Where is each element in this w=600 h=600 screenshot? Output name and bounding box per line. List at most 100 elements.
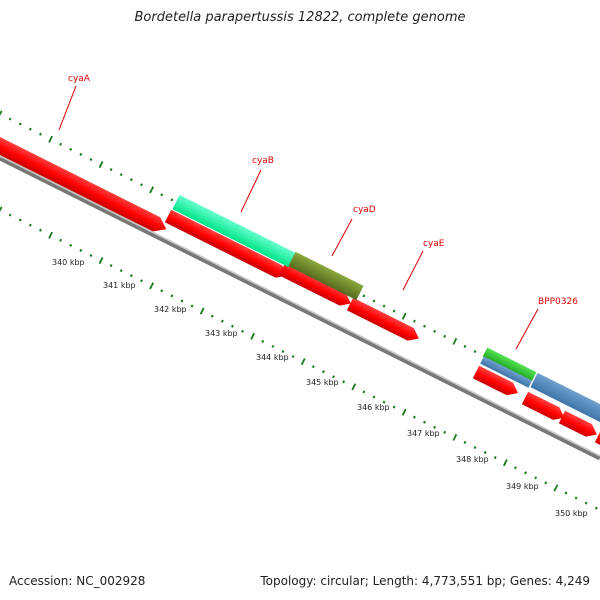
scale-tick (140, 279, 143, 283)
scale-tick (231, 324, 234, 328)
scale-tick (564, 491, 568, 495)
scale-tick (342, 380, 346, 384)
cds-arrow[interactable] (472, 365, 521, 400)
gene-bar-bpp0326[interactable] (482, 347, 537, 382)
scale-tick (553, 484, 559, 492)
scale-tick (149, 282, 154, 290)
scale-tick (241, 329, 244, 333)
scale-tick (18, 122, 22, 126)
svg-text:cyaE: cyaE (423, 239, 445, 249)
kbp-label: 349 kbp (506, 482, 539, 491)
scale-tick (443, 430, 447, 434)
gene-label-cyaa[interactable]: cyaA (58, 74, 91, 131)
genome-backbone (0, 155, 600, 461)
scale-tick (534, 476, 538, 480)
scale-tick (433, 425, 437, 429)
kbp-label: 350 kbp (555, 509, 588, 518)
scale-tick (332, 375, 335, 379)
scale-tick (170, 198, 174, 202)
scale-tick (170, 294, 174, 298)
scale-tick (594, 506, 598, 510)
gene-labels: cyaA cyaB cyaD cyaE BPP0326 (58, 74, 578, 350)
accession-text: Accession: NC_002928 (9, 574, 146, 588)
scale-tick (382, 400, 386, 404)
scale-tick (0, 110, 3, 116)
scale-tick (544, 481, 548, 485)
scale-tick (433, 329, 437, 333)
kbp-label: 346 kbp (357, 403, 390, 412)
svg-text:cyaD: cyaD (353, 205, 376, 215)
scale-tick (109, 168, 113, 172)
scale-tick (300, 358, 306, 366)
scale-tick (412, 319, 416, 323)
scale-tick (129, 178, 133, 182)
scale-tick (160, 289, 164, 293)
kbp-label: 340 kbp (52, 258, 85, 267)
scale-tick (89, 253, 93, 258)
inner-tick-track (0, 206, 598, 510)
scale-tick (401, 408, 407, 416)
scale-tick (401, 312, 407, 320)
scale-tick (392, 309, 396, 313)
scale-tick (524, 471, 527, 475)
scale-tick (443, 334, 447, 338)
gene-bar-cyad[interactable] (288, 251, 364, 301)
scale-tick (250, 332, 256, 340)
scale-tick (199, 307, 205, 315)
cds-arrow[interactable] (164, 209, 290, 282)
kbp-label: 343 kbp (205, 329, 238, 338)
cds-arrow[interactable] (0, 129, 170, 236)
cds-track (0, 129, 600, 456)
scale-tick (160, 193, 164, 197)
scale-tick (392, 405, 396, 409)
scale-tick (502, 459, 508, 467)
scale-tick (48, 135, 53, 143)
cds-arrow[interactable] (558, 410, 600, 441)
cds-arrow[interactable] (278, 262, 354, 310)
kbp-scale-labels: 340 kbp 341 kbp 342 kbp 343 kbp 344 kbp … (52, 258, 588, 518)
scale-tick (119, 269, 123, 273)
gene-label-cyad[interactable]: cyaD (331, 205, 376, 257)
scale-tick (39, 132, 42, 136)
scale-tick (79, 248, 83, 252)
scale-tick (271, 344, 275, 348)
gene-bar-blue[interactable] (480, 356, 533, 388)
scale-tick (129, 274, 133, 278)
scale-tick (28, 127, 32, 131)
scale-tick (362, 390, 366, 394)
gene-label-cyae[interactable]: cyaE (402, 239, 445, 291)
scale-tick (423, 420, 426, 424)
scale-tick (8, 213, 12, 217)
scale-tick (372, 395, 376, 399)
scale-tick (220, 319, 224, 323)
scale-tick (362, 294, 366, 298)
kbp-label: 347 kbp (407, 429, 440, 438)
scale-tick (351, 383, 357, 391)
scale-tick (322, 370, 325, 374)
scale-tick (48, 231, 53, 239)
scale-tick (483, 451, 487, 455)
cds-arrow[interactable] (521, 391, 568, 424)
scale-tick (69, 147, 73, 151)
gene-bar-cyab[interactable] (172, 194, 296, 268)
kbp-label: 341 kbp (103, 281, 136, 290)
map-title: Bordetella parapertussis 12822, complete… (134, 10, 466, 25)
kbp-label: 344 kbp (256, 353, 289, 362)
scale-tick (584, 501, 588, 505)
scale-tick (574, 496, 578, 500)
scale-tick (98, 257, 104, 265)
scale-tick (190, 304, 194, 308)
scale-tick (514, 466, 517, 470)
gene-bar-blue[interactable] (530, 372, 600, 428)
scale-tick (180, 299, 184, 303)
scale-tick (39, 228, 42, 232)
scale-tick (59, 238, 63, 242)
gene-label-cyab[interactable]: cyaB (240, 156, 274, 213)
scale-tick (79, 152, 83, 156)
cds-arrow[interactable] (346, 297, 422, 345)
scale-tick (452, 337, 458, 345)
scale-tick (59, 142, 63, 146)
gene-feature-track (172, 194, 600, 428)
gene-label-bpp0326[interactable]: BPP0326 (515, 297, 578, 350)
